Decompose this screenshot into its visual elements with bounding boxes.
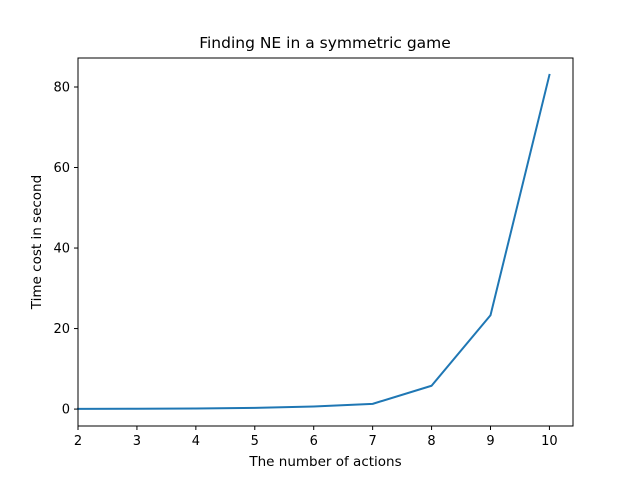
- y-axis-ticks: 0 20 40 60 80: [53, 80, 78, 418]
- x-tick-label: 2: [74, 434, 82, 449]
- x-tick-label: 7: [369, 434, 377, 449]
- x-tick-label: 6: [310, 434, 318, 449]
- y-tick-label: 80: [53, 80, 70, 95]
- x-tick-label: 4: [192, 434, 200, 449]
- x-axis-label: The number of actions: [248, 454, 401, 470]
- x-tick-label: 5: [251, 434, 259, 449]
- y-tick-label: 40: [53, 242, 70, 257]
- y-tick-label: 0: [62, 403, 70, 418]
- series-layer: [76, 73, 551, 410]
- x-tick-label: 3: [133, 434, 141, 449]
- y-axis-label: Time cost in second: [29, 175, 45, 310]
- series-line-0: [76, 73, 551, 410]
- y-tick-label: 20: [53, 322, 70, 337]
- x-tick-label: 10: [541, 434, 558, 449]
- x-tick-label: 9: [486, 434, 494, 449]
- chart-title: Finding NE in a symmetric game: [199, 34, 451, 52]
- x-axis-ticks: 2 3 4 5 6 7 8 9 10: [74, 426, 558, 449]
- x-tick-label: 8: [427, 434, 435, 449]
- y-tick-label: 60: [53, 161, 70, 176]
- plot-frame: [77, 57, 574, 427]
